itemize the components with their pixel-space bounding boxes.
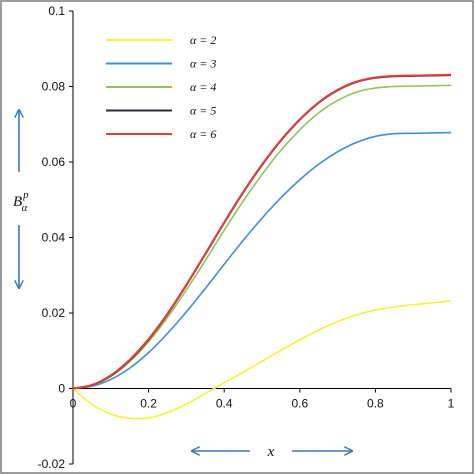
y-tick-label: 0 [58,382,65,396]
legend-label-5: α = 6 [190,127,216,141]
y-axis-label: Bp α [13,189,29,214]
x-tick-label: 0.6 [291,397,308,411]
y-axis-label-group: Bp α [13,110,29,288]
legend-label-3: α = 4 [190,80,216,94]
y-tick-label: 0.08 [42,80,66,94]
series-line-1 [72,300,452,420]
x-tick-label: 0.8 [367,397,384,411]
x-tick-label: 1 [448,397,455,411]
x-tick-label: 0.4 [216,397,233,411]
series-lines [72,73,452,420]
legend: α = 2 α = 3 α = 4 α = 5 α = 6 [106,33,216,141]
y-axis-label-sub: α [22,202,28,214]
series-line-2 [72,131,452,390]
legend-label-1: α = 2 [190,33,216,47]
x-tick-label: 0.2 [140,397,157,411]
y-tick-label: -0.02 [38,457,66,471]
x-axis-label-group: x [192,444,352,460]
y-axis-label-main: B [13,194,22,210]
x-axis-label: x [267,444,275,460]
legend-label-2: α = 3 [190,57,216,71]
legend-label-4: α = 5 [190,104,216,118]
y-tick-label: 0.04 [42,231,66,245]
series-line-5 [72,73,452,390]
y-tick-label: 0.02 [42,306,66,320]
y-tick-label: 0.1 [48,4,65,18]
y-tick-label: 0.06 [42,155,66,169]
y-axis-ticks: -0.02 0 0.02 0.04 0.06 0.08 0.1 [38,4,73,471]
series-line-3 [72,84,452,390]
y-axis-label-sup: p [22,189,29,201]
